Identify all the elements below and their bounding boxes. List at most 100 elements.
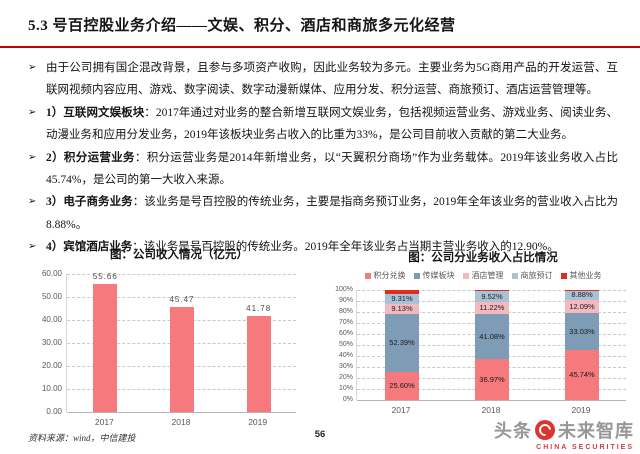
- bullet-bold-text: 2）积分运营业务: [46, 151, 135, 164]
- x-axis-tick: 2018: [481, 405, 501, 415]
- legend-item: 积分兑换: [364, 270, 406, 281]
- y-axis-tick: 0%: [342, 396, 353, 403]
- legend-label: 酒店管理: [471, 271, 504, 280]
- stack-segment-2019: [565, 300, 599, 314]
- watermark-brand-left: 头条: [494, 421, 532, 441]
- y-axis-tick: 40%: [338, 352, 353, 359]
- legend-item: 其他业务: [560, 270, 602, 281]
- segment-value-label: 9.13%: [391, 304, 413, 314]
- y-axis-tick: 30.00: [41, 338, 62, 347]
- bullet-item: ➢ 由于公司拥有国企混改背景，且参与多项资产收购，因此业务较为多元。主要业务为5…: [28, 57, 618, 102]
- page-title: 5.3 号百控股业务介绍——文娱、积分、酒店和商旅多元化经营: [28, 18, 456, 34]
- bullet-text: ：积分运营业务是2014年新增业务，以“天翼积分商场”作为业务载体。2019年该…: [46, 151, 618, 187]
- segment-value-label: 9.31%: [391, 294, 413, 304]
- bullet-item: ➢ 1）互联网文娱板块：2017年通过对业务的整合新增互联网文娱业务，包括视频运…: [28, 102, 618, 147]
- mix-chart-legend: 积分兑换 传媒板块 酒店管理 商旅预订 其他业务: [330, 270, 636, 281]
- revenue-mix-chart: 图：公司分业务收入占比情况 积分兑换 传媒板块 酒店管理 商旅预订 其他业务 25.60…: [330, 246, 636, 428]
- bar-value-label: 55.66: [92, 271, 118, 281]
- legend-label: 其他业务: [569, 271, 602, 280]
- legend-label: 商旅预订: [520, 271, 553, 280]
- y-axis-tick: 10%: [338, 385, 353, 392]
- revenue-bar-2019: [246, 315, 271, 412]
- arrow-bullet-icon: ➢: [28, 106, 37, 118]
- bullet-item: ➢ 4）宾馆酒店业务：该业务是号百控股的传统业务。2019年全年该业务占当期主营…: [28, 236, 618, 258]
- analysis-bullet-list: ➢ 由于公司拥有国企混改背景，且参与多项资产收购，因此业务较为多元。主要业务为5…: [28, 57, 618, 259]
- bullet-item: ➢ 2）积分运营业务：积分运营业务是2014年新增业务，以“天翼积分商场”作为业…: [28, 147, 618, 192]
- legend-swatch-icon: [462, 272, 469, 279]
- legend-swatch-icon: [560, 272, 567, 279]
- legend-label: 积分兑换: [373, 271, 406, 280]
- x-axis-tick: 2019: [571, 405, 591, 415]
- stack-segment-2017: [385, 290, 419, 294]
- segment-value-label: 8.88%: [571, 290, 593, 300]
- stack-segment-2018: [475, 291, 509, 302]
- segment-value-label: 25.60%: [389, 380, 415, 390]
- y-axis-tick: 70%: [338, 319, 353, 326]
- bullet-text: ：该业务是号百控股的传统业务。2019年全年该业务占当期主营业务收入的12.90…: [132, 241, 559, 254]
- segment-value-label: 36.97%: [479, 374, 505, 384]
- bullet-text: 由于公司拥有国企混改背景，且参与多项资产收购，因此业务较为多元。主要业务为5G商…: [46, 62, 618, 97]
- bullet-item: ➢ 3）电子商务业务：该业务是号百控股的传统业务，主要是指商务预订业务，2019…: [28, 191, 618, 236]
- x-axis-tick: 2017: [391, 405, 411, 415]
- bullet-bold-text: 1）互联网文娱板块: [46, 106, 145, 119]
- stack-segment-2018: [475, 314, 509, 360]
- mix-chart-plot: 25.60% 52.39% 9.13% 9.31% 36.97% 41.08% 11.22%…: [356, 290, 626, 401]
- segment-value-label: 9.52%: [481, 291, 503, 301]
- segment-value-label: 45.74%: [569, 369, 595, 379]
- stack-segment-2017: [385, 304, 419, 315]
- y-axis-tick: 20%: [338, 374, 353, 381]
- grid-line: [67, 412, 296, 413]
- legend-swatch-icon: [413, 272, 420, 279]
- grid-line: [357, 400, 626, 401]
- stack-segment-2019: [565, 313, 599, 350]
- china-securities-logo-icon: [535, 420, 555, 440]
- y-axis-tick: 40.00: [41, 315, 62, 324]
- arrow-bullet-icon: ➢: [28, 62, 37, 73]
- revenue-chart-plot: 55.66 45.47 41.78: [66, 271, 296, 413]
- source-note: 资料来源：wind，中信建投: [28, 433, 136, 443]
- x-axis-tick: 2017: [94, 417, 114, 427]
- stack-segment-2017: [385, 371, 419, 400]
- y-axis-tick: 90%: [338, 297, 353, 304]
- x-axis-tick: 2019: [248, 417, 268, 427]
- bar-value-label: 41.78: [246, 303, 272, 313]
- y-axis-tick: 60%: [338, 330, 353, 337]
- stack-segment-2019: [565, 290, 599, 301]
- stack-segment-2017: [385, 314, 419, 372]
- legend-swatch-icon: [511, 272, 518, 279]
- y-axis-tick: 20.00: [41, 361, 62, 370]
- legend-label: 传媒板块: [422, 271, 455, 280]
- grid-line: [67, 297, 296, 298]
- segment-value-label: 11.22%: [479, 302, 505, 312]
- arrow-bullet-icon: ➢: [28, 151, 37, 163]
- y-axis-tick: 80%: [338, 308, 353, 315]
- bullet-text: ：2017年通过对业务的整合新增互联网文娱业务，包括视频运营业务、游戏业务、阅读…: [46, 106, 618, 142]
- segment-value-label: 41.08%: [479, 331, 505, 341]
- y-axis-tick: 100%: [335, 286, 353, 293]
- revenue-chart-title: 图：公司收入情况（亿元）: [110, 249, 248, 261]
- watermark-subtitle: CHINA SECURITIES: [536, 444, 634, 451]
- legend-item: 商旅预订: [511, 270, 553, 281]
- arrow-bullet-icon: ➢: [28, 241, 37, 253]
- bullet-bold-text: 3）电子商务业务: [46, 196, 133, 209]
- y-axis-tick: 0.00: [46, 407, 62, 416]
- x-axis-tick: 2018: [171, 417, 191, 427]
- y-axis-tick: 10.00: [41, 384, 62, 393]
- page-number: 56: [314, 429, 326, 440]
- bullet-bold-text: 4）宾馆酒店业务: [46, 241, 133, 254]
- stack-segment-2018: [475, 301, 509, 315]
- title-divider: [0, 46, 640, 48]
- stack-segment-2017: [385, 293, 419, 305]
- legend-item: 传媒板块: [413, 270, 455, 281]
- revenue-bar-2018: [170, 307, 194, 412]
- y-axis-tick: 50%: [338, 341, 353, 348]
- watermark: 头条 未来智库 CHINA SECURITIES: [494, 417, 634, 451]
- y-axis-tick: 50.00: [41, 292, 62, 301]
- revenue-chart: 图：公司收入情况（亿元） 55.66 45.47 41.78 60.00 50.00 4…: [28, 246, 330, 428]
- revenue-bar-2017: [93, 283, 118, 412]
- segment-value-label: 52.39%: [389, 338, 415, 348]
- bullet-text: ：该业务是号百控股的传统业务，主要是指商务预订业务，2019年全年该业务的营业收…: [46, 196, 619, 231]
- y-axis-tick: 30%: [338, 363, 353, 370]
- legend-item: 酒店管理: [462, 270, 504, 281]
